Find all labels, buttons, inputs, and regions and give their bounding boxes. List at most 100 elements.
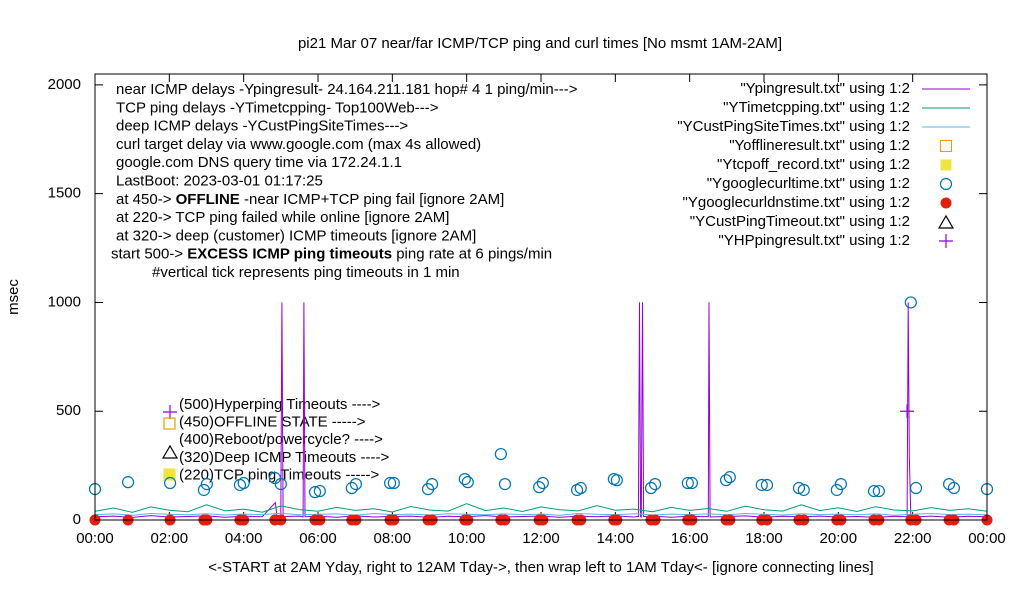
annotation: #vertical tick represents ping timeouts … [152,264,460,281]
key-note-symbols [161,405,179,481]
point [461,476,474,489]
x-tick-label: 16:00 [671,530,709,547]
point [723,471,736,484]
x-tick-label: 18:00 [745,530,783,547]
point [867,484,881,498]
annotation-part: at 450-> [116,191,176,208]
annotation: start 500-> EXCESS ICMP ping timeouts pi… [111,246,552,263]
x-axis-label: <-START at 2AM Yday, right to 12AM Tday-… [208,559,873,576]
legend-swatch [937,214,955,229]
y-tick-label: 1500 [48,185,81,202]
point [681,476,694,490]
legend-label: "Ygooglecurldnstime.txt" using 1:2 [683,194,910,211]
point [755,478,768,492]
square-symbol [163,417,176,430]
triangle-symbol [161,444,179,459]
legend-label: "Ytcpoff_record.txt" using 1:2 [717,156,910,173]
annotation-part: OFFLINE [176,191,240,208]
legend-label: "YHPpingresult.txt" using 1:2 [718,232,910,249]
point [649,478,662,491]
annotation-part: google.com DNS query time via 172.24.1.1 [116,154,402,171]
annotation: TCP ping delays -YTimetcpping- Top100Web… [116,99,439,116]
annotation-part: curl target delay via www.google.com (ma… [116,136,481,153]
point [426,478,439,491]
y-tick-label: 2000 [48,76,81,93]
point [345,481,358,495]
annotation-part: ping rate at 6 pings/min [392,246,552,263]
legend-swatch [939,177,953,191]
point [574,481,587,495]
x-tick-label: 14:00 [597,530,635,547]
point [121,476,135,489]
legend-swatch [940,140,952,152]
series-line [94,512,988,516]
x-tick-label: 04:00 [225,530,263,547]
annotation-part: near ICMP delays -Ypingresult- 24.164.21… [116,81,578,98]
x-tick-label: 08:00 [374,530,412,547]
annotation-part: #vertical tick represents ping timeouts … [152,264,460,281]
annotation: curl target delay via www.google.com (ma… [116,136,481,153]
point [274,478,287,491]
point [498,478,512,491]
legend-label: "Ypingresult.txt" using 1:2 [740,80,910,97]
x-tick-label: 00:00 [968,530,1006,547]
point [163,476,177,490]
point [947,481,961,495]
legend-swatch [939,234,953,248]
point [200,478,213,491]
point [834,478,848,491]
x-tick-label: 10:00 [448,530,486,547]
y-tick-label: 0 [73,511,81,528]
point [349,478,363,491]
x-tick-label: 20:00 [820,530,858,547]
annotation-part: at 320-> deep (customer) ICMP timeouts [… [116,227,476,244]
annotation-part: -near ICMP+TCP ping fail [ignore 2AM] [240,191,504,208]
point [387,476,400,490]
point [308,486,322,499]
key-note: (320)Deep ICMP Timeouts ----> [179,449,389,466]
y-tick-label: 1000 [48,293,81,310]
annotation-part: deep ICMP delays -YCustPingSiteTimes---> [116,118,408,135]
annotation: near ICMP delays -Ypingresult- 24.164.21… [116,81,578,98]
point [904,296,917,309]
point [760,478,774,492]
legend-label: "YCustPingSiteTimes.txt" using 1:2 [677,118,910,135]
plus-symbol [163,405,177,419]
x-tick-label: 22:00 [894,530,932,547]
point [719,474,733,487]
x-tick-label: 06:00 [299,530,337,547]
point [197,483,210,497]
legend-label: "Ygooglecurltime.txt" using 1:2 [707,175,910,192]
plot-border [94,73,988,521]
point [872,484,885,498]
annotation-part: LastBoot: 2023-03-01 01:17:25 [116,172,323,189]
key-note: (450)OFFLINE STATE -----> [179,414,366,431]
series-line [94,503,988,513]
point [494,447,507,461]
point [237,476,250,490]
point [685,476,698,490]
point [536,476,549,490]
annotation-part: EXCESS ICMP ping timeouts [187,246,392,263]
annotation: at 220-> TCP ping failed while online [i… [116,209,449,226]
key-note: (500)Hyperping Timeouts ----> [179,396,381,413]
point [458,472,471,486]
point [313,484,326,498]
x-tick-label: 00:00 [76,530,114,547]
point [900,404,915,419]
y-axis-label: msec [5,279,22,315]
annotation-part: start 500-> [111,246,187,263]
annotation: google.com DNS query time via 172.24.1.1 [116,154,402,171]
point [797,483,810,497]
chart-title: pi21 Mar 07 near/far ICMP/TCP ping and c… [298,35,782,52]
point [644,481,658,495]
annotation: at 320-> deep (customer) ICMP timeouts [… [116,227,476,244]
point [610,474,623,487]
annotation: deep ICMP delays -YCustPingSiteTimes---> [116,118,408,135]
legend-label: "YCustPingTimeout.txt" using 1:2 [690,213,910,230]
legend-label: "YTimetcpping.txt" using 1:2 [723,99,910,116]
legend-swatch [940,159,952,171]
